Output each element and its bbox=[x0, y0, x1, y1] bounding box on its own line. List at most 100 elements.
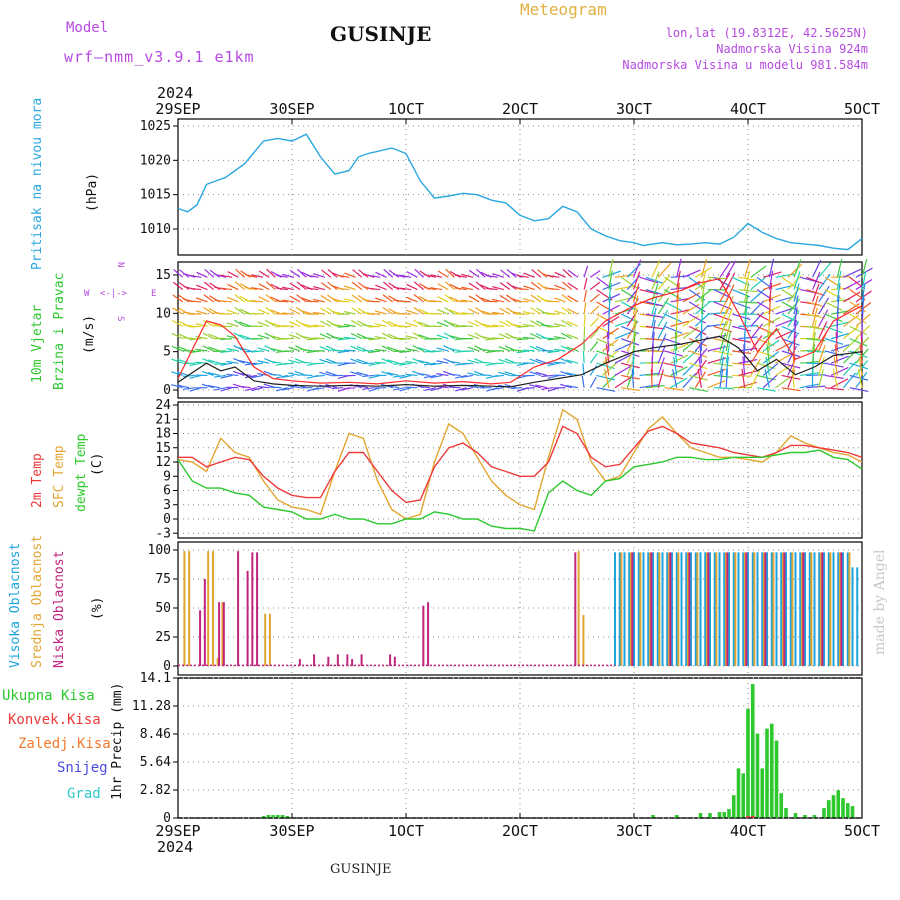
wind-barb bbox=[725, 272, 736, 290]
wind-barb bbox=[467, 346, 480, 352]
wind-barb bbox=[793, 283, 800, 302]
wind-barb bbox=[800, 383, 820, 389]
wind-barb bbox=[499, 307, 511, 315]
wind-barb bbox=[800, 360, 820, 364]
wind-barb bbox=[664, 362, 684, 368]
temp2m-line bbox=[178, 425, 863, 504]
wind-barb bbox=[775, 307, 794, 315]
wind-barb bbox=[670, 309, 690, 315]
wind-barb bbox=[775, 296, 795, 303]
wind-barb bbox=[787, 275, 802, 290]
wind-barb bbox=[209, 282, 221, 291]
wind-barb bbox=[589, 317, 600, 327]
wind-barb bbox=[670, 297, 690, 303]
wind-barb bbox=[835, 331, 838, 351]
wind-barb bbox=[418, 347, 430, 352]
precip-bar bbox=[779, 793, 784, 818]
wind-barb bbox=[226, 322, 239, 327]
wind-barb bbox=[413, 306, 424, 315]
wind-barb bbox=[855, 348, 869, 364]
wind-barb bbox=[614, 285, 634, 291]
wind-barb bbox=[374, 297, 387, 303]
wind-barb bbox=[849, 387, 869, 393]
wind-barb bbox=[531, 269, 542, 278]
wind-barb bbox=[843, 291, 861, 303]
wind-barb bbox=[381, 370, 393, 377]
precip-bar bbox=[812, 815, 817, 818]
wind-barb bbox=[399, 300, 412, 303]
wind-barb bbox=[214, 374, 227, 378]
wind-barb bbox=[238, 385, 251, 389]
wind-barb bbox=[604, 356, 610, 376]
y-tick-label: 3 bbox=[163, 498, 171, 513]
wind-barb bbox=[855, 371, 868, 389]
wind-barb bbox=[413, 319, 424, 327]
wind-barb bbox=[787, 263, 803, 278]
wind-barb bbox=[787, 334, 798, 352]
wind-barb bbox=[664, 338, 683, 346]
wind-barb bbox=[288, 385, 301, 389]
wind-barb bbox=[171, 371, 183, 377]
precip-bar bbox=[760, 768, 765, 818]
wind-barb bbox=[767, 331, 770, 351]
x-tick-label-bottom: 2OCT bbox=[502, 822, 538, 840]
wind-barb bbox=[235, 268, 245, 278]
wind-barb bbox=[596, 387, 616, 392]
wind-barb bbox=[362, 272, 375, 278]
wind-barb bbox=[699, 344, 703, 364]
compass-cross: <-|-> bbox=[100, 289, 128, 299]
precip-bar bbox=[845, 803, 850, 818]
x-tick-label-top: 1OCT bbox=[388, 100, 424, 118]
wind-barb bbox=[529, 332, 542, 340]
wind-barb bbox=[812, 283, 820, 303]
wind-barb bbox=[344, 285, 356, 291]
wind-barb bbox=[300, 361, 313, 364]
wind-barb bbox=[430, 338, 443, 340]
wind-barb bbox=[202, 319, 214, 327]
wind-barb bbox=[608, 282, 612, 302]
wind-barb bbox=[566, 320, 579, 327]
wind-barb bbox=[196, 271, 208, 278]
wind-barb bbox=[536, 294, 548, 303]
wind-barb bbox=[405, 335, 418, 340]
wind-barb bbox=[351, 281, 363, 291]
wind-barb bbox=[177, 371, 190, 377]
wind-barb bbox=[522, 336, 535, 340]
precip-bar bbox=[736, 768, 741, 818]
wind-barb bbox=[479, 348, 492, 352]
wind-barb bbox=[787, 310, 800, 327]
wind-barb bbox=[824, 313, 843, 323]
wind-barb bbox=[738, 288, 758, 293]
wind-barb bbox=[251, 312, 264, 315]
wind-barb bbox=[436, 321, 449, 327]
wind-barb bbox=[836, 258, 843, 278]
wind-barb bbox=[220, 274, 233, 278]
wind-barb bbox=[787, 298, 801, 315]
wind-barb bbox=[744, 259, 751, 278]
wind-barb bbox=[614, 353, 633, 364]
wind-barb bbox=[645, 384, 665, 389]
wind-barb bbox=[676, 282, 680, 302]
wind-barb bbox=[387, 372, 400, 377]
wind-barb bbox=[244, 362, 257, 366]
wind-barb bbox=[657, 274, 671, 290]
wind-barb bbox=[343, 387, 356, 390]
wind-barb bbox=[437, 308, 449, 315]
wind-barb bbox=[700, 270, 707, 290]
wind-barb bbox=[189, 274, 202, 278]
precip-bar bbox=[841, 798, 845, 818]
wind-barb bbox=[567, 269, 579, 278]
wind-barb bbox=[581, 375, 585, 388]
wind-barb bbox=[562, 268, 573, 278]
wind-barb bbox=[858, 356, 863, 376]
wind-barb bbox=[672, 369, 678, 388]
model-label: Model bbox=[66, 20, 109, 36]
wind-barb bbox=[768, 295, 772, 315]
wind-barb bbox=[614, 376, 632, 389]
wind-barb bbox=[467, 359, 480, 364]
wind-barb bbox=[830, 378, 849, 389]
wind-barb bbox=[405, 373, 418, 377]
wind-barb bbox=[319, 320, 332, 327]
wind-barb bbox=[300, 335, 313, 340]
wind-barb bbox=[189, 325, 202, 328]
